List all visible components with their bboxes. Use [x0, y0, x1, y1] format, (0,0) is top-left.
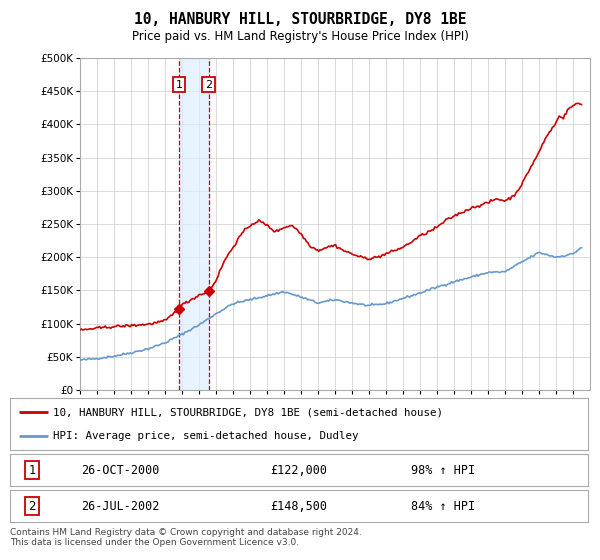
Text: HPI: Average price, semi-detached house, Dudley: HPI: Average price, semi-detached house,…: [53, 431, 359, 441]
Text: 98% ↑ HPI: 98% ↑ HPI: [412, 464, 476, 477]
Text: 84% ↑ HPI: 84% ↑ HPI: [412, 500, 476, 512]
Text: 2: 2: [28, 500, 36, 512]
Bar: [179, 58, 209, 390]
Text: Price paid vs. HM Land Registry's House Price Index (HPI): Price paid vs. HM Land Registry's House …: [131, 30, 469, 43]
Text: 2: 2: [205, 80, 212, 90]
Text: 26-OCT-2000: 26-OCT-2000: [80, 464, 159, 477]
Text: 26-JUL-2002: 26-JUL-2002: [80, 500, 159, 512]
Text: 1: 1: [175, 80, 182, 90]
Text: 1: 1: [28, 464, 36, 477]
Text: 10, HANBURY HILL, STOURBRIDGE, DY8 1BE (semi-detached house): 10, HANBURY HILL, STOURBRIDGE, DY8 1BE (…: [53, 407, 443, 417]
Text: £148,500: £148,500: [271, 500, 328, 512]
Text: 10, HANBURY HILL, STOURBRIDGE, DY8 1BE: 10, HANBURY HILL, STOURBRIDGE, DY8 1BE: [134, 12, 466, 27]
Text: £122,000: £122,000: [271, 464, 328, 477]
Text: Contains HM Land Registry data © Crown copyright and database right 2024.
This d: Contains HM Land Registry data © Crown c…: [10, 528, 362, 547]
